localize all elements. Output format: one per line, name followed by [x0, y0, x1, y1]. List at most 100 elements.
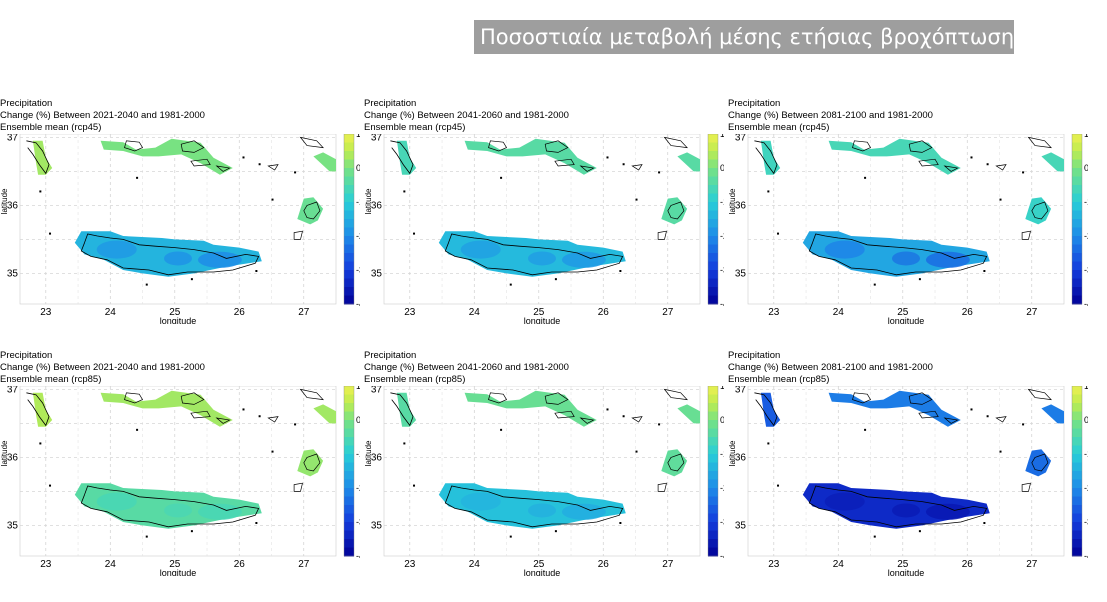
coast-island — [908, 140, 933, 153]
colorbar-segment — [344, 437, 354, 446]
field-crete-central-core — [164, 503, 192, 518]
colorbar-segment — [344, 539, 354, 548]
colorbar-tick-label: 10 — [1084, 134, 1088, 139]
colorbar-tick-label: 0 — [1084, 163, 1088, 173]
islet — [255, 270, 258, 272]
coast-crete — [80, 233, 260, 276]
x-tick-label: 27 — [662, 307, 674, 318]
islet — [49, 232, 52, 235]
islet — [622, 415, 625, 418]
colorbar-segment — [708, 159, 718, 169]
coast-island — [663, 388, 689, 401]
field-kythira — [396, 140, 417, 175]
coast-rhodes — [1031, 453, 1049, 472]
islet — [658, 423, 661, 426]
colorbar-tick-label: -20 — [1084, 483, 1088, 493]
colorbar-segment — [708, 394, 718, 404]
coast-crete — [444, 485, 624, 528]
x-tick-label: 27 — [298, 559, 310, 570]
colorbar-segment — [344, 471, 354, 480]
colorbar-segment — [1072, 471, 1082, 480]
x-tick-label: 27 — [662, 559, 674, 570]
y-tick-label: 35 — [7, 268, 19, 279]
field-rhodes — [297, 449, 324, 477]
field-rhodes — [1025, 449, 1052, 477]
x-axis-label: longitude — [524, 316, 561, 324]
islet — [970, 156, 973, 159]
coast-island — [124, 140, 144, 152]
y-tick-label: 37 — [735, 386, 747, 395]
islet — [983, 522, 986, 524]
islet — [658, 171, 661, 174]
colorbar-segment — [708, 134, 718, 143]
colorbar-segment — [1072, 403, 1082, 412]
colorbar-segment — [708, 505, 718, 514]
coast-island — [995, 416, 1007, 423]
field-kythira — [760, 392, 781, 427]
islet — [190, 278, 193, 281]
x-tick-label: 23 — [40, 559, 52, 570]
field-crete-west-core — [460, 492, 501, 511]
colorbar-segment — [708, 539, 718, 548]
x-axis-label: longitude — [160, 316, 197, 324]
colorbar-segment — [344, 445, 354, 455]
y-axis-label: latitude — [0, 188, 9, 214]
colorbar-tick-label: -40 — [720, 551, 724, 561]
coast-island — [631, 416, 643, 423]
islet — [49, 484, 52, 487]
field-kos — [313, 404, 336, 424]
islet — [271, 450, 274, 453]
colorbar-segment — [1072, 227, 1082, 237]
colorbar-tick-label: -30 — [1084, 517, 1088, 527]
colorbar-segment — [1072, 134, 1082, 143]
colorbar-segment — [344, 227, 354, 237]
islet — [258, 163, 261, 166]
field-rhodes — [1025, 197, 1052, 225]
colorbar-tick-label: -10 — [720, 197, 724, 207]
y-tick-label: 37 — [7, 386, 19, 395]
coast-crete — [808, 233, 988, 276]
colorbar-segment — [1072, 253, 1082, 262]
colorbar-segment — [1072, 530, 1082, 540]
islet — [873, 283, 876, 286]
field-crete-east-core — [925, 251, 970, 268]
colorbar-segment — [344, 244, 354, 254]
y-tick-label: 35 — [735, 268, 747, 279]
coast-island — [1027, 136, 1053, 149]
x-tick-label: 26 — [598, 307, 610, 318]
chart-title-line: Change (%) Between 2041-2060 and 1981-20… — [364, 362, 569, 373]
chart-title-line: Ensemble mean (rcp85) — [364, 374, 466, 385]
field-crete-west-core — [460, 240, 501, 259]
coast-island — [631, 164, 643, 171]
colorbar-tick-label: -30 — [356, 265, 360, 275]
islet — [983, 270, 986, 272]
islet — [622, 163, 625, 166]
coast-peloponnese — [26, 140, 50, 175]
plot-area — [747, 134, 1065, 305]
x-tick-label: 23 — [40, 307, 52, 318]
colorbar-segment — [1072, 411, 1082, 421]
x-tick-label: 23 — [404, 307, 416, 318]
colorbar-segment — [344, 236, 354, 245]
coast-island — [180, 392, 205, 405]
y-tick-label: 35 — [371, 520, 383, 531]
colorbar-segment — [344, 261, 354, 271]
colorbar-segment — [708, 420, 718, 429]
plot-area — [747, 386, 1065, 557]
chart-title-line: Ensemble mean (rcp45) — [0, 122, 102, 133]
y-tick-label: 35 — [7, 520, 19, 531]
islet — [619, 522, 622, 524]
chart-title-line: Precipitation — [728, 98, 781, 109]
colorbar-tick-label: 10 — [1084, 386, 1088, 391]
chart-title-line: Ensemble mean (rcp45) — [728, 122, 830, 133]
colorbar-frame — [1071, 386, 1083, 557]
y-tick-label: 35 — [371, 268, 383, 279]
coast-peloponnese — [390, 392, 414, 427]
colorbar-tick-label: -30 — [720, 265, 724, 275]
coast-rhodes — [303, 201, 321, 220]
map-svg: 23 24 25 26 27 35 36 37 longitude latitude 10 0 -10 -… — [728, 386, 1088, 576]
colorbar-segment — [708, 295, 718, 305]
colorbar-tick-label: -10 — [356, 449, 360, 459]
islet — [294, 423, 297, 426]
islet — [767, 190, 770, 193]
